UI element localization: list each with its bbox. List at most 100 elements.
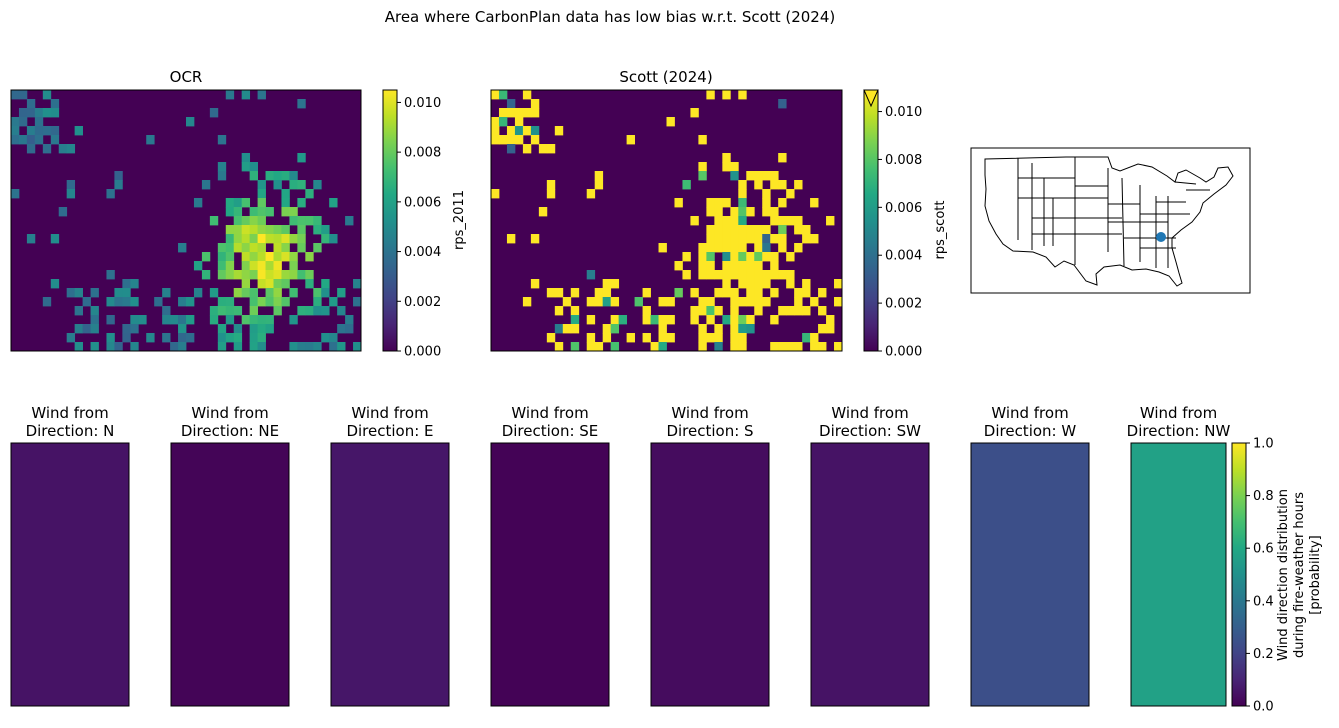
- heatmap-cell: [714, 234, 723, 244]
- heatmap-cell: [762, 297, 771, 307]
- heatmap-cell: [201, 180, 211, 190]
- wind-direction-panels: Wind from Direction: N Wind from Direction:…: [10, 404, 1230, 707]
- heatmap-cell: [249, 225, 258, 235]
- heatmap-cell: [106, 270, 115, 280]
- heatmap-cell: [138, 315, 147, 325]
- heatmap-cell: [297, 234, 306, 244]
- heatmap-cell: [249, 315, 258, 325]
- heatmap-cell: [746, 252, 755, 262]
- scott-colorbar-extend-triangle: [863, 89, 879, 108]
- heatmap-cell: [642, 315, 651, 325]
- heatmap-cell: [722, 198, 731, 208]
- heatmap-cell: [345, 315, 354, 325]
- heatmap-cell: [106, 189, 115, 199]
- heatmap-cell: [50, 135, 60, 145]
- heatmap-cell: [345, 324, 354, 334]
- heatmap-cell: [570, 324, 580, 334]
- heatmap-cell: [714, 225, 723, 235]
- ocr-colorbar-tick-label: 0.000: [404, 345, 441, 360]
- heatmap-cell: [610, 279, 620, 289]
- heatmap-cell: [225, 306, 235, 316]
- heatmap-cell: [90, 288, 99, 298]
- heatmap-cell: [522, 144, 532, 154]
- wind-panel-title: Wind from: [191, 404, 268, 422]
- heatmap-cell: [698, 243, 707, 253]
- heatmap-cell: [498, 90, 508, 100]
- heatmap-cell: [714, 306, 723, 316]
- heatmap-cell: [162, 306, 171, 316]
- heatmap-cell: [233, 288, 243, 298]
- heatmap-cell: [786, 216, 795, 226]
- figure-title: Area where CarbonPlan data has low bias …: [385, 8, 836, 26]
- ocr-colorbar-tick-label: 0.006: [404, 195, 441, 210]
- heatmap-cell: [754, 234, 763, 244]
- scott-colorbar: [863, 89, 879, 352]
- wind-colorbar-ticks: 0.0 0.2 0.4 0.6 0.8 1.0: [1246, 437, 1274, 715]
- heatmap-cell: [241, 252, 251, 262]
- heatmap-cell: [74, 306, 83, 316]
- heatmap-cell: [289, 261, 298, 271]
- heatmap-cell: [249, 252, 258, 262]
- heatmap-cell: [778, 234, 787, 244]
- heatmap-cell: [353, 279, 361, 289]
- wind-panel-title: Direction: E: [346, 422, 433, 440]
- heatmap-cell: [586, 189, 596, 199]
- heatmap-cell: [225, 315, 235, 325]
- heatmap-cell: [42, 126, 52, 136]
- heatmap-cell: [257, 234, 266, 244]
- heatmap-cell: [794, 306, 803, 316]
- heatmap-cell: [546, 144, 556, 154]
- wind-panel-cell: [490, 442, 610, 707]
- heatmap-cell: [281, 234, 290, 244]
- heatmap-cell: [738, 324, 747, 334]
- heatmap-cell: [802, 333, 811, 343]
- wind-panel-title: Direction: N: [26, 422, 115, 440]
- heatmap-cell: [778, 225, 787, 235]
- heatmap-cell: [778, 270, 787, 280]
- heatmap-cell: [682, 270, 691, 280]
- heatmap-cell: [281, 252, 290, 262]
- heatmap-cell: [738, 180, 747, 190]
- state-boundaries: [1017, 157, 1210, 268]
- heatmap-cell: [130, 324, 139, 334]
- heatmap-cell: [329, 198, 338, 208]
- heatmap-cell: [146, 135, 155, 145]
- heatmap-cell: [698, 270, 707, 280]
- heatmap-cell: [762, 234, 771, 244]
- heatmap-cell: [794, 243, 803, 253]
- heatmap-cell: [241, 198, 251, 208]
- heatmap-cell: [42, 108, 52, 118]
- heatmap-cell: [249, 297, 258, 307]
- heatmap-cell: [514, 117, 524, 127]
- scott-colorbar-tick-label: 0.006: [885, 201, 922, 216]
- heatmap-cell: [666, 297, 675, 307]
- heatmap-cell: [297, 342, 306, 351]
- heatmap-cell: [570, 315, 580, 325]
- heatmap-cell: [281, 270, 290, 280]
- heatmap-cell: [642, 333, 651, 343]
- heatmap-cell: [249, 216, 258, 226]
- heatmap-cell: [722, 216, 731, 226]
- heatmap-cell: [706, 252, 715, 262]
- heatmap-cell: [762, 171, 771, 181]
- heatmap-cell: [90, 306, 99, 316]
- heatmap-cell: [281, 279, 290, 289]
- heatmap-cell: [297, 198, 306, 208]
- heatmap-cell: [730, 288, 739, 298]
- heatmap-cell: [337, 342, 346, 351]
- heatmap-cell: [273, 279, 282, 289]
- heatmap-cell: [738, 315, 747, 325]
- wind-panel-title: Wind from: [671, 404, 748, 422]
- heatmap-cell: [241, 288, 251, 298]
- heatmap-cell: [794, 216, 803, 226]
- wind-panel-title: Direction: SE: [502, 422, 599, 440]
- scott-colorbar-label: rps_scott: [933, 201, 948, 260]
- heatmap-cell: [794, 225, 803, 235]
- heatmap-cell: [217, 342, 227, 351]
- heatmap-cell: [810, 198, 819, 208]
- heatmap-cell: [514, 135, 524, 145]
- heatmap-cell: [66, 333, 76, 343]
- heatmap-cell: [18, 117, 28, 127]
- heatmap-cell: [586, 333, 596, 343]
- heatmap-cell: [778, 306, 787, 316]
